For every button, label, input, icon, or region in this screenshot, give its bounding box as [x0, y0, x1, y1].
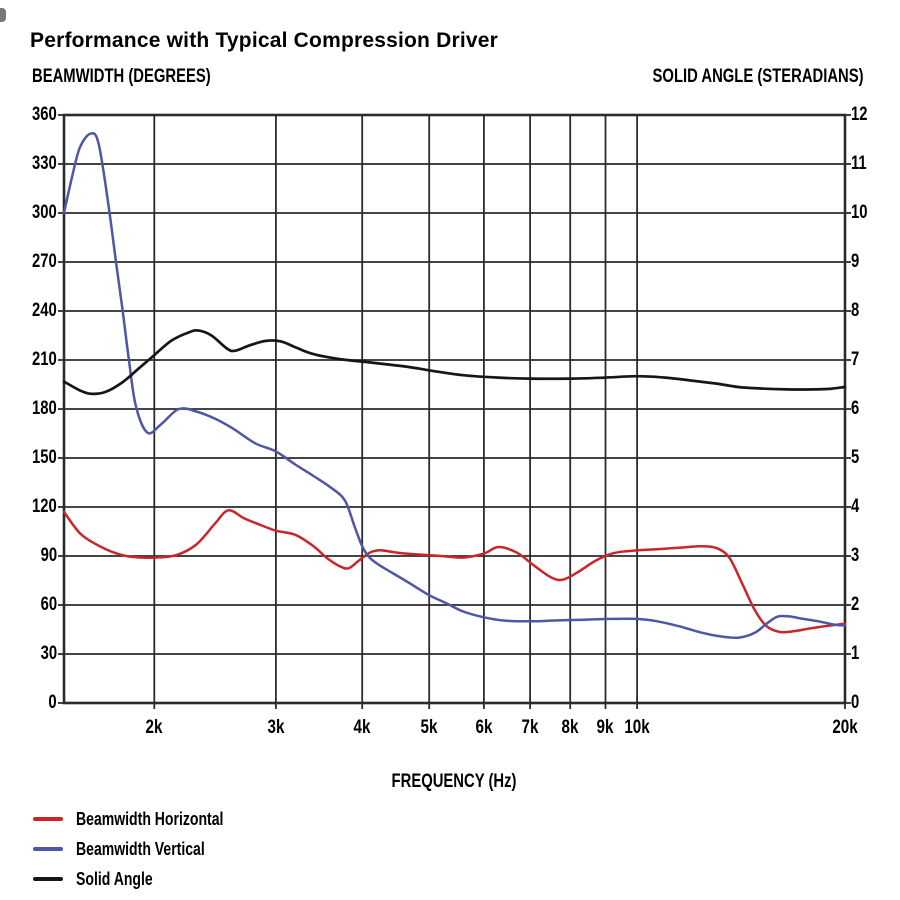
y-right-tick-value: 10: [851, 202, 868, 223]
plot-frame: [62, 113, 847, 705]
page-title: Performance with Typical Compression Dri…: [30, 29, 499, 53]
y-right-tick-label: 7: [851, 350, 862, 370]
y-left-tick-value: 150: [32, 447, 57, 468]
x-tick-value: 2k: [145, 717, 163, 738]
y-left-tick-value: 180: [32, 398, 57, 419]
y-left-tick-label: 300: [25, 203, 57, 223]
legend-label: Beamwidth Horizontal: [76, 808, 224, 829]
y-left-tick-value: 270: [32, 251, 57, 272]
series-line-beamwidth-vertical: [62, 131, 847, 640]
y-left-tick-value: 330: [32, 153, 57, 174]
y-left-tick-value: 90: [40, 545, 57, 566]
y-right-tick-value: 12: [851, 104, 868, 125]
y-right-tick-label: 10: [851, 203, 872, 223]
y-left-tick-value: 0: [48, 692, 57, 713]
legend-item: Beamwidth Horizontal: [33, 804, 265, 834]
right-axis-title-text: SOLID ANGLE (STERADIANS): [652, 66, 864, 87]
legend-line-swatch: [33, 817, 63, 821]
y-right-tick-label: 8: [851, 301, 862, 321]
x-tick-value: 6k: [475, 717, 493, 738]
series-line-beamwidth-horizontal: [62, 509, 847, 634]
y-right-tick-label: 1: [851, 644, 862, 664]
x-axis-title-text: FREQUENCY (Hz): [391, 771, 517, 792]
legend-label: Beamwidth Vertical: [76, 838, 205, 859]
y-right-tick-value: 7: [851, 349, 860, 370]
x-tick-value: 10k: [624, 717, 650, 738]
y-right-tick-value: 0: [851, 692, 860, 713]
y-left-tick-value: 300: [32, 202, 57, 223]
y-left-tick-label: 90: [36, 546, 57, 566]
y-left-tick-value: 120: [32, 496, 57, 517]
y-left-tick-value: 60: [40, 594, 57, 615]
y-left-tick-label: 240: [25, 301, 57, 321]
y-right-tick-label: 0: [851, 693, 862, 713]
legend-item: Solid Angle: [33, 864, 265, 894]
legend-line-swatch: [33, 847, 63, 851]
y-right-tick-value: 2: [851, 594, 860, 615]
legend: Beamwidth Horizontal Beamwidth Vertical So…: [33, 804, 265, 894]
y-left-tick-label: 270: [25, 252, 57, 272]
y-left-tick-label: 150: [25, 448, 57, 468]
y-right-tick-value: 3: [851, 545, 860, 566]
y-right-tick-value: 5: [851, 447, 860, 468]
y-right-tick-value: 8: [851, 300, 860, 321]
y-right-tick-value: 1: [851, 643, 860, 664]
y-left-tick-value: 240: [32, 300, 57, 321]
y-right-tick-value: 9: [851, 251, 860, 272]
y-left-tick-label: 210: [25, 350, 57, 370]
y-right-tick-value: 4: [851, 496, 860, 517]
y-left-tick-label: 180: [25, 399, 57, 419]
y-left-tick-value: 210: [32, 349, 57, 370]
y-left-tick-label: 330: [25, 154, 57, 174]
y-right-tick-label: 5: [851, 448, 862, 468]
left-axis-title-text: BEAMWIDTH (DEGREES): [32, 66, 211, 87]
y-left-tick-label: 60: [36, 595, 57, 615]
legend-line-swatch: [33, 877, 63, 881]
y-right-tick-label: 12: [851, 105, 872, 125]
x-tick-value: 7k: [521, 717, 539, 738]
legend-label: Solid Angle: [76, 868, 153, 889]
y-right-tick-label: 6: [851, 399, 862, 419]
y-left-tick-label: 360: [25, 105, 57, 125]
y-right-tick-label: 3: [851, 546, 862, 566]
y-right-tick-value: 6: [851, 398, 860, 419]
y-left-tick-value: 360: [32, 104, 57, 125]
y-right-tick-label: 2: [851, 595, 862, 615]
left-axis-title: BEAMWIDTH (DEGREES): [32, 66, 261, 88]
y-left-tick-label: 30: [36, 644, 57, 664]
y-left-tick-value: 30: [40, 643, 57, 664]
scan-artifact-mark: [0, 8, 6, 22]
y-left-tick-label: 0: [46, 693, 57, 713]
y-right-tick-value: 11: [851, 153, 867, 174]
legend-item: Beamwidth Vertical: [33, 834, 265, 864]
x-tick-value: 4k: [353, 717, 371, 738]
y-right-tick-label: 4: [851, 497, 862, 517]
y-left-tick-label: 120: [25, 497, 57, 517]
x-tick-value: 20k: [832, 717, 858, 738]
x-tick-value: 9k: [597, 717, 614, 738]
y-right-tick-label: 11: [851, 154, 871, 174]
series-line-solid-angle: [62, 328, 847, 396]
x-tick-value: 5k: [420, 717, 438, 738]
x-tick-value: 8k: [561, 717, 579, 738]
x-tick-value: 3k: [267, 717, 285, 738]
right-axis-title: SOLID ANGLE (STERADIANS): [593, 66, 864, 88]
y-right-tick-label: 9: [851, 252, 862, 272]
